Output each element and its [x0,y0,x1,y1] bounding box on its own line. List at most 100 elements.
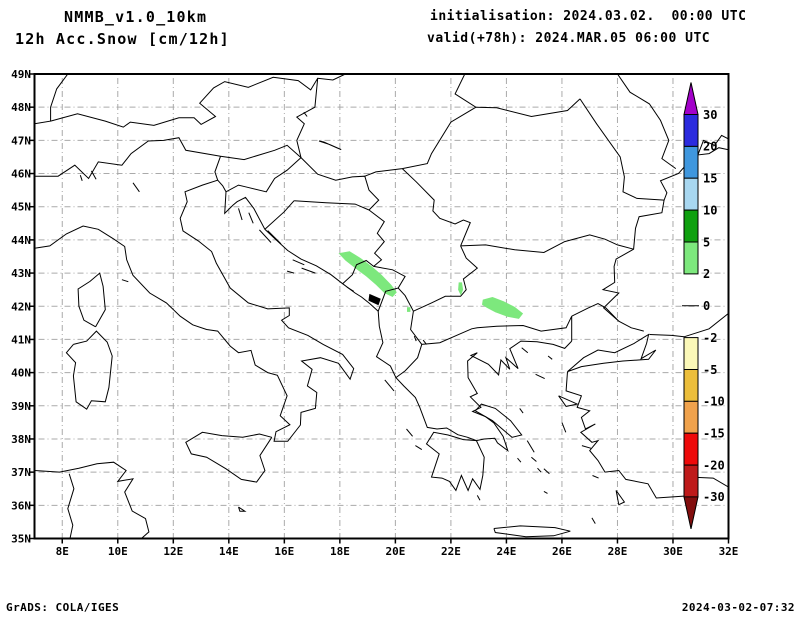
lon-tick-label: 24E [496,545,516,558]
variable-title: 12h Acc.Snow [cm/12h] [15,30,230,48]
plot-timestamp: 2024-03-02-07:32 [681,601,795,614]
lake-island-path [561,422,567,433]
lake-island-path [591,517,596,524]
coastline-path [425,431,485,492]
lake-island-path [413,335,417,342]
lake-island-path [535,373,545,380]
colorbar-segment [683,400,699,434]
lat-tick-label: 45N [11,201,31,214]
colorbar-label: 2 [703,267,710,281]
colorbar-segment [683,241,699,275]
colorbar-label: 15 [703,172,717,186]
lat-tick-label: 47N [11,134,31,147]
lake-island-path [543,468,550,475]
valid-time-text: valid(+78h): 2024.MAR.05 06:00 UTC [427,31,711,46]
lat-tick-label: 35N [11,533,31,546]
lake-island-path [526,440,535,453]
lake-island-path [259,229,272,243]
colorbar-arrow-top [683,82,699,115]
lake-island-path [384,379,395,392]
lake-island-path [531,456,537,462]
lake-island-path [537,467,542,473]
border-path [264,200,295,230]
border-path [579,98,665,201]
colorbar-segment [683,369,699,402]
lon-tick-label: 8E [56,545,69,558]
border-path [395,315,573,379]
border-path [295,78,319,158]
lake-island-path [476,495,481,501]
coastline-path [34,179,573,452]
coastline-path [238,506,247,512]
lake-island-path [79,175,83,181]
border-path [460,234,634,254]
lake-island-path [592,475,599,479]
border-path [294,200,370,211]
lon-tick-label: 32E [719,545,739,558]
colorbar-segment [683,337,699,371]
lon-tick-label: 22E [441,545,461,558]
colorbar-segment [683,177,699,211]
colorbar-segment [683,464,699,498]
lon-tick-label: 18E [330,545,350,558]
snow-patch [338,251,397,297]
border-path [571,303,620,322]
border-path [225,157,302,193]
colorbar-label: 10 [703,203,717,217]
lat-tick-label: 49N [11,68,31,81]
lake-island-path [248,212,254,224]
border-path [373,265,406,289]
lake-island-path [422,339,427,345]
coastline-path [77,272,106,328]
border-path [342,209,385,285]
snow-patch [458,282,464,296]
lon-tick-label: 10E [108,545,128,558]
lat-tick-label: 46N [11,168,31,181]
colorbar-segment [683,432,699,466]
grid-layer [34,74,729,539]
colorbar-label: -15 [703,427,725,441]
snow-patch [482,297,524,319]
lake-island-path [581,445,592,449]
coastline-path [565,371,729,499]
lake-island-path [267,230,282,245]
map-frame [29,73,730,544]
coastline-path [474,403,523,438]
colorbar-label: 5 [703,235,710,249]
coastline-path [493,525,571,538]
colorbar-label: -20 [703,458,725,472]
border-path [34,74,69,125]
border-path [413,245,479,312]
border-path [50,74,346,128]
coastline-path [65,330,113,410]
border-path [410,311,423,345]
colorbar-segment [683,114,699,147]
axis-labels: 49N 48N 47N 46N 45N 44N 43N 42N 41N 40N 39N 38N 37N 3… [11,68,738,558]
lake-island-path [558,395,579,407]
lake-island-path [238,208,243,221]
lake-island-path [521,347,529,354]
lake-island-path [547,355,553,360]
border-path [475,98,581,118]
lake-island-path [90,170,97,180]
lat-tick-label: 43N [11,267,31,280]
coastline-path [67,473,75,539]
lat-tick-label: 39N [11,400,31,413]
lake-island-path [346,286,354,292]
lake-island-path [519,408,524,414]
geography-layer [34,74,729,539]
lat-tick-label: 37N [11,466,31,479]
lake-island-path [517,457,522,463]
init-time-text: initialisation: 2024.03.02. 00:00 UTC [430,9,747,24]
colorbar-label: -2 [703,331,717,345]
border-path [300,157,380,211]
lon-tick-label: 30E [663,545,683,558]
lake-island-path [615,490,626,506]
colorbar-label: 30 [703,108,717,122]
model-title: NMMB_v1.0_10km [64,8,208,26]
lake-island-path [286,270,295,274]
snow-layer [338,251,524,319]
